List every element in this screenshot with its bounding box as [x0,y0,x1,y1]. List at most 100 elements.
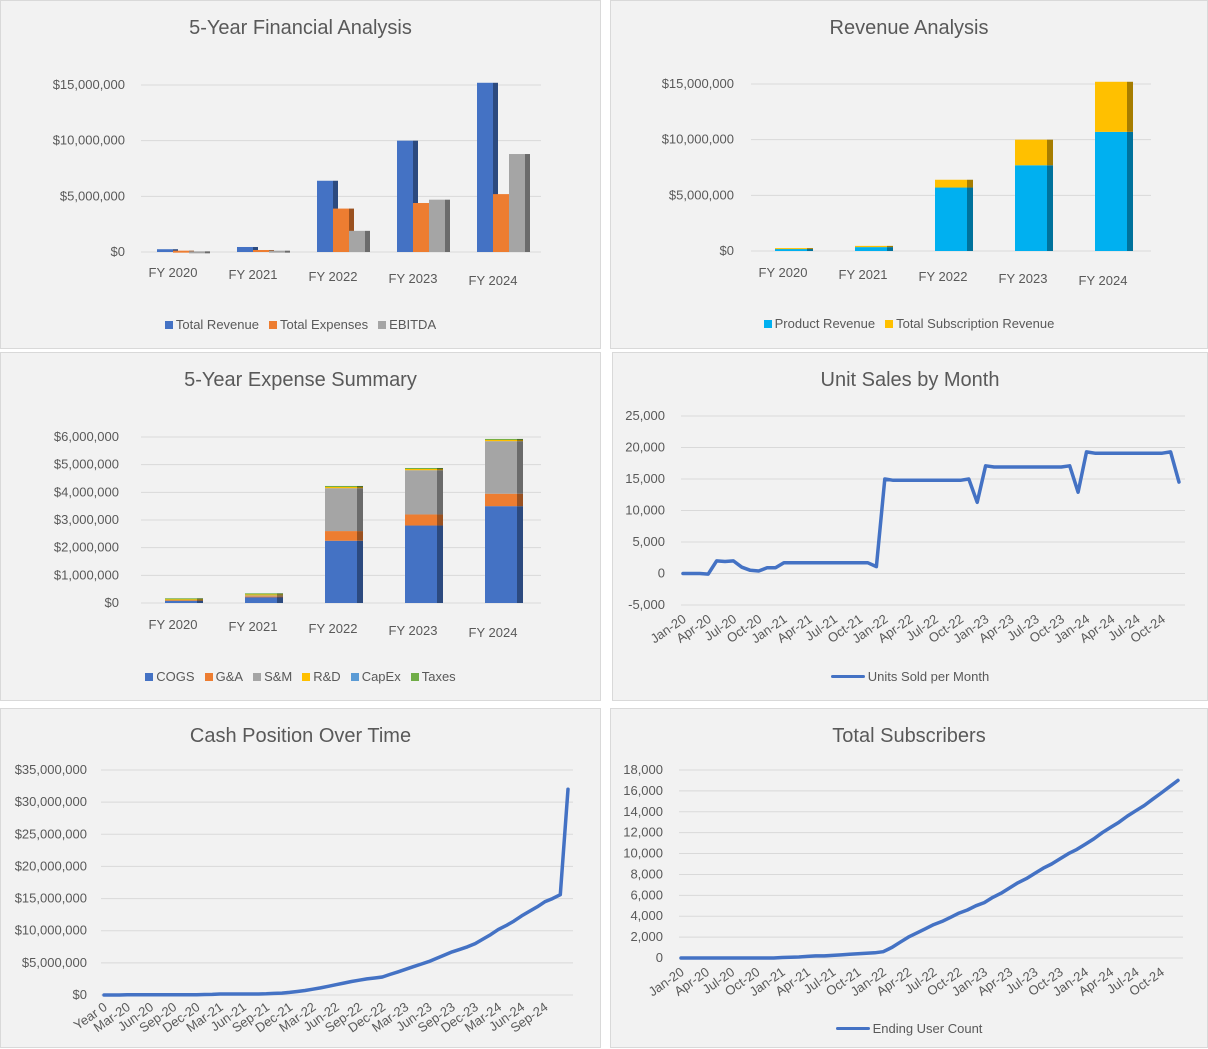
bar-total-revenue [477,82,493,252]
bar-ebitda [349,230,365,252]
bar-side [197,599,203,601]
chart-plot: $0 $5,000,000 $10,000,000 $15,000,000 $20,00… [15,762,573,1036]
legend-swatch [268,320,277,329]
bar-side [285,250,290,253]
legend-label: G&A [215,669,244,684]
bar-segment-cogs [325,540,357,603]
x-tick-label: FY 2023 [389,271,438,286]
bar-total-revenue [397,140,413,252]
y-tick-label: $10,000,000 [15,923,87,938]
chart-revenue-analysis: Revenue Analysis $0 $5,000,000 $10,000,000… [610,0,1208,349]
y-tick-label: $5,000,000 [54,457,119,472]
legend-item: Taxes [410,669,456,684]
bar-side [887,247,893,251]
legend-item: Total Subscription Revenue [885,316,1054,331]
y-tick-label: $0 [720,243,734,258]
bar-side [205,251,210,254]
y-tick-label: 16,000 [623,783,663,798]
bar-segment-taxes [165,598,197,600]
x-tick-label: FY 2023 [999,271,1048,286]
x-tick-label: FY 2022 [309,621,358,636]
legend-label: Total Revenue [175,317,259,332]
bar-side [437,470,443,515]
bar-side [525,154,530,252]
bar-segment-product-revenue [935,187,967,251]
chart-title: Cash Position Over Time [189,725,412,747]
bar-side [437,467,443,469]
y-tick-label: $6,000,000 [54,429,119,444]
y-tick-label: $15,000,000 [662,76,734,91]
y-tick-label: 20,000 [625,440,665,455]
legend-label: EBITDA [389,317,437,332]
y-tick-label: 10,000 [623,846,663,861]
legend-item: Total Expenses [268,317,369,332]
bar-segment-taxes [325,485,357,487]
bar-segment-product-revenue [855,247,887,251]
y-tick-label: $10,000,000 [662,132,734,147]
legend-swatch [350,672,359,681]
bar-side [357,540,363,603]
x-tick-label: FY 2024 [469,625,518,640]
legend-label: Total Expenses [279,317,369,332]
y-tick-label: $5,000,000 [60,188,125,203]
y-tick-label: $10,000,000 [53,133,125,148]
legend-label: Product Revenue [774,316,876,331]
legend-item: Product Revenue [763,316,876,331]
bar-segment-g-a [325,531,357,541]
legend-swatch [830,675,865,678]
legend-item: EBITDA [378,317,436,332]
chart-total-subscribers: Total Subscribers 0 2,000 4,000 6,000 8,000 1… [610,708,1208,1048]
bar-side [357,485,363,487]
y-tick-label: $0 [105,595,119,610]
legend-label: S&M [264,669,293,684]
x-tick-label: FY 2020 [149,265,198,280]
bar-total-expenses [333,208,349,252]
y-tick-label: 25,000 [625,408,665,423]
bar-side [253,246,258,252]
y-tick-label: 14,000 [623,804,663,819]
bar-side [357,486,363,489]
chart-plot: -5,00005,00010,00015,00020,00025,000Jan-… [625,408,1185,646]
legend-label: R&D [313,669,341,684]
bar-segment-s-m [485,441,517,494]
bar-segment-cogs [165,600,197,603]
bar-side [277,593,283,595]
bar-segment-product-revenue [1095,131,1127,251]
chart-unit-sales: Unit Sales by Month -5,000 0 5,000 10,000 15… [612,352,1208,701]
chart-legend: Product Revenue Total Subscription Reven… [611,316,1207,331]
bar-segment-g-a [485,493,517,507]
y-tick-label: 4,000 [630,908,663,923]
bar-side [1047,165,1053,251]
legend-item: G&A [204,669,244,684]
bar-side [517,439,523,442]
chart-plot: $0 $1,000,000 $2,000,000 $3,000,000 $4,000,0… [54,429,541,640]
series-line [681,450,1181,576]
bar-total-expenses [493,194,509,252]
y-tick-label: 8,000 [630,866,663,881]
bar-total-expenses [173,250,189,253]
legend-swatch [302,672,311,681]
bar-side [365,230,370,252]
y-tick-label: $4,000,000 [54,484,119,499]
legend-swatch [145,672,154,681]
bar-segment-s-m [245,595,277,597]
bar-segment-r-d [325,486,357,489]
y-tick-label: 6,000 [630,887,663,902]
bar-segment-g-a [245,596,277,598]
bar-segment-taxes [485,438,517,440]
bar-side [349,208,354,252]
bar-segment-g-a [165,599,197,601]
bar-segment-cogs [245,596,277,603]
bar-segment-r-d [165,599,197,601]
bar-segment-r-d [485,439,517,442]
y-tick-label: $35,000,000 [15,762,87,777]
y-tick-label: $2,000,000 [54,540,119,555]
series-line [102,787,570,997]
bar-ebitda [189,251,205,254]
y-tick-label: $5,000,000 [669,187,734,202]
y-tick-label: $3,000,000 [54,512,119,527]
legend-swatch [378,320,387,329]
bar-total-expenses [253,249,269,252]
legend-label: COGS [156,669,195,684]
legend-label: Taxes [421,669,456,684]
